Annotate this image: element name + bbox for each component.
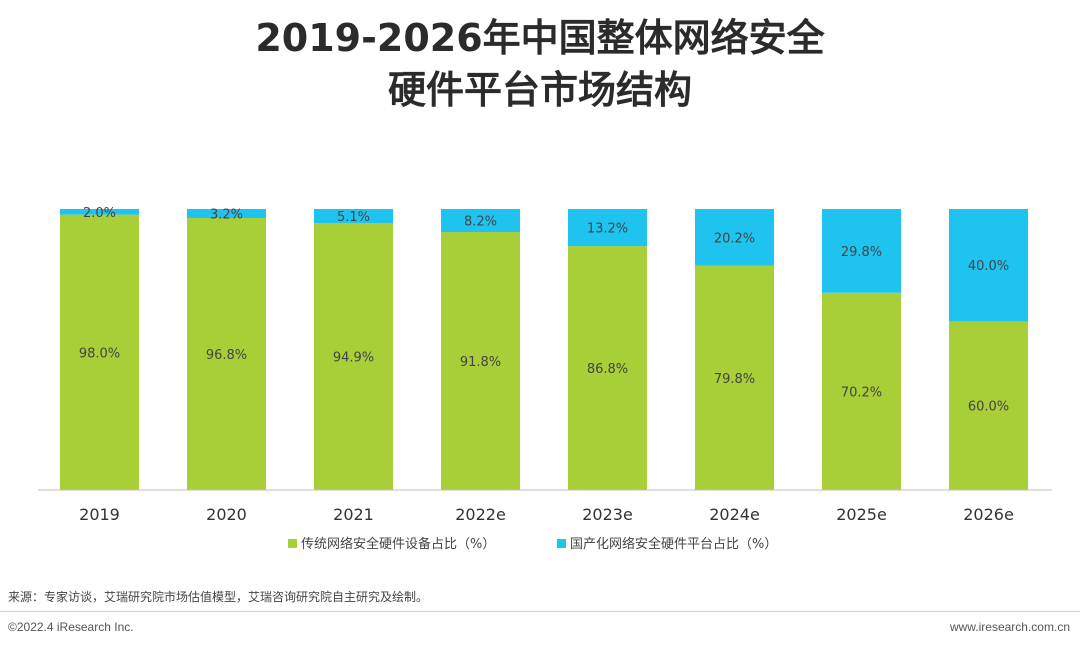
bar-series2-2020 <box>187 209 266 218</box>
bar-series1-2025e <box>822 292 901 490</box>
bar-series1-2023e <box>568 246 647 490</box>
x-tick-label-2024e: 2024e <box>709 505 760 524</box>
x-tick-label-2019: 2019 <box>79 505 120 524</box>
bar-series2-2021 <box>314 209 393 224</box>
data-label-series1-2020: 96.8% <box>206 348 247 363</box>
bar-series1-2019 <box>60 214 139 490</box>
legend-label-series1: 传统网络安全硬件设备占比（%） <box>301 536 495 552</box>
x-tick-label-2025e: 2025e <box>836 505 887 524</box>
bar-series2-2023e <box>568 209 647 247</box>
x-tick-label-2021: 2021 <box>333 505 374 524</box>
data-label-series1-2026e: 60.0% <box>968 400 1009 415</box>
data-label-series2-2019: 2.0% <box>83 206 116 221</box>
chart-title-line1: 2019-2026年中国整体网络安全 <box>255 16 825 60</box>
x-tick-label-2023e: 2023e <box>582 505 633 524</box>
bar-series2-2022e <box>441 209 520 233</box>
data-label-series2-2021: 5.1% <box>337 210 370 225</box>
footer-divider <box>0 611 1080 612</box>
data-label-series1-2019: 98.0% <box>79 346 120 361</box>
data-label-series1-2021: 94.9% <box>333 351 374 366</box>
website-link[interactable]: www.iresearch.com.cn <box>949 620 1070 634</box>
chart-title: 2019-2026年中国整体网络安全 硬件平台市场结构 <box>0 12 1080 116</box>
x-tick-label-2020: 2020 <box>206 505 247 524</box>
data-label-series2-2025e: 29.8% <box>841 245 882 260</box>
stacked-bar-chart: 98.0% 2.0% 2019 96.8% 3.2% 2020 94.9% 5.1% 2021 9… <box>38 206 1052 552</box>
source-note: 来源：专家访谈，艾瑞研究院市场估值模型，艾瑞咨询研究院自主研究及绘制。 <box>8 590 429 604</box>
data-label-series1-2022e: 91.8% <box>460 355 501 370</box>
bar-series2-2025e <box>822 209 901 293</box>
legend-swatch-series1 <box>288 539 297 548</box>
data-label-series2-2024e: 20.2% <box>714 231 755 246</box>
bar-series1-2026e <box>949 321 1028 490</box>
bar-series1-2021 <box>314 223 393 490</box>
data-label-series2-2023e: 13.2% <box>587 222 628 237</box>
bar-series1-2020 <box>187 217 266 490</box>
data-label-series2-2020: 3.2% <box>210 207 243 222</box>
data-label-series2-2022e: 8.2% <box>464 215 497 230</box>
bar-series1-2022e <box>441 232 520 491</box>
bar-series2-2019 <box>60 209 139 215</box>
copyright: ©2022.4 iResearch Inc. <box>8 620 134 634</box>
data-label-series1-2024e: 79.8% <box>714 372 755 387</box>
bar-series2-2026e <box>949 209 1028 322</box>
data-label-series2-2026e: 40.0% <box>968 259 1009 274</box>
x-tick-label-2026e: 2026e <box>963 505 1014 524</box>
data-label-series1-2025e: 70.2% <box>841 385 882 400</box>
bar-series1-2024e <box>695 265 774 490</box>
x-tick-label-2022e: 2022e <box>455 505 506 524</box>
legend-label-series2: 国产化网络安全硬件平台占比（%） <box>570 536 777 552</box>
bar-series2-2024e <box>695 209 774 266</box>
legend-swatch-series2 <box>557 539 566 548</box>
data-label-series1-2023e: 86.8% <box>587 362 628 377</box>
chart-title-line2: 硬件平台市场结构 <box>387 68 692 112</box>
